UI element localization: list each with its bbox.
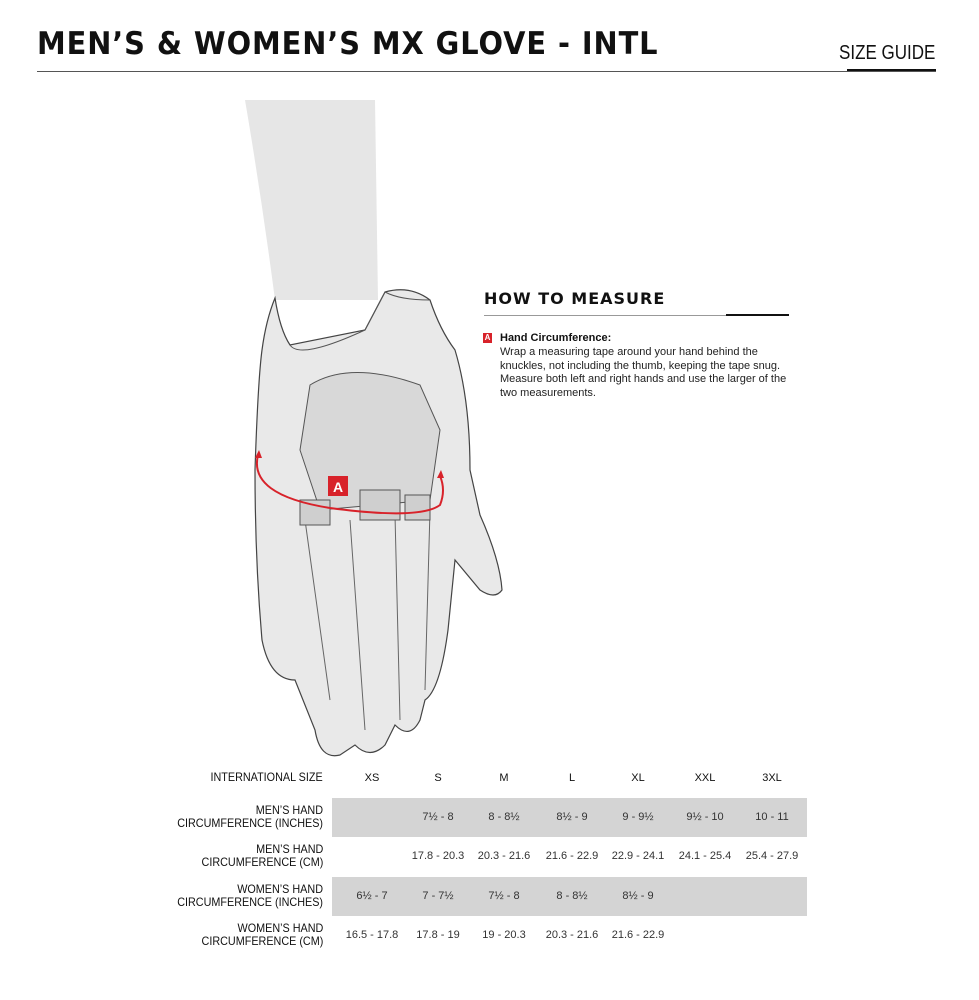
- row-label: WOMEN’S HAND CIRCUMFERENCE (INCHES): [177, 881, 323, 909]
- arm: [245, 100, 378, 300]
- table-cell: 10 - 11: [755, 811, 789, 823]
- how-to-measure-heading: HOW TO MEASURE: [484, 289, 666, 308]
- table-cell: 9½ - 10: [686, 811, 724, 823]
- how-divider: [484, 315, 789, 316]
- size-header: S: [434, 772, 442, 784]
- size-header: XS: [364, 772, 380, 784]
- size-header: XL: [631, 772, 645, 784]
- marker-a-label: A: [333, 479, 343, 495]
- page-title: MEN’S & WOMEN’S MX GLOVE - INTL: [37, 26, 659, 62]
- size-guide-label: SIZE GUIDE: [838, 42, 935, 64]
- knuckle-guard: [299, 372, 441, 511]
- table-cell: 19 - 20.3: [482, 928, 526, 941]
- table-cell: 25.4 - 27.9: [745, 850, 799, 863]
- row-label-line: MEN’S HAND: [255, 842, 323, 857]
- table-cell: 20.3 - 21.6: [545, 928, 599, 941]
- size-header: M: [499, 772, 509, 784]
- cuff: [289, 291, 431, 351]
- table-cell: 7½ - 8: [488, 889, 520, 902]
- table-cell: 22.9 - 24.1: [611, 850, 665, 863]
- measure-item-text: Wrap a measuring tape around your hand b…: [500, 346, 787, 399]
- table-cell: 9 - 9½: [622, 811, 654, 823]
- table-cell: 8 - 8½: [488, 811, 520, 823]
- table-cell: 7½ - 8: [422, 811, 454, 823]
- shaded-row: [332, 798, 807, 837]
- header-label: INTERNATIONAL SIZE: [210, 770, 323, 784]
- table-cell: 8½ - 9: [622, 889, 654, 902]
- header-divider: [37, 71, 936, 72]
- table-cell: 17.8 - 20.3: [411, 850, 465, 863]
- knuckle-pads: [299, 489, 431, 526]
- row-label-line: CIRCUMFERENCE (CM): [201, 933, 323, 948]
- size-guide-underline: [847, 69, 936, 72]
- row-label-line: CIRCUMFERENCE (INCHES): [177, 816, 323, 830]
- row-label: WOMEN’S HAND CIRCUMFERENCE (CM): [201, 920, 323, 948]
- how-underline: [726, 314, 789, 316]
- table-cell: 24.1 - 25.4: [678, 850, 732, 863]
- row-label-line: CIRCUMFERENCE (CM): [201, 855, 323, 870]
- row-label-line: WOMEN’S HAND: [237, 881, 323, 896]
- table-cell: 7 - 7½: [422, 889, 454, 902]
- size-header: XXL: [694, 772, 716, 784]
- shaded-row: [332, 876, 807, 916]
- table-cell: 8 - 8½: [556, 889, 588, 902]
- marker-a-box: [328, 476, 348, 496]
- table-cell: 21.6 - 22.9: [611, 928, 665, 941]
- finger-lines: [304, 509, 431, 731]
- table-cell: 20.3 - 21.6: [477, 850, 531, 863]
- table-cell: 17.8 - 19: [416, 928, 460, 941]
- table-cell: 21.6 - 22.9: [545, 850, 599, 863]
- table-cell: 16.5 - 17.8: [345, 928, 399, 941]
- row-label-line: CIRCUMFERENCE (INCHES): [177, 894, 323, 909]
- row-label-line: WOMEN’S HAND: [237, 920, 323, 935]
- row-label: MEN’S HAND CIRCUMFERENCE (INCHES): [177, 804, 323, 830]
- size-header: L: [568, 772, 576, 784]
- measure-badge: A: [483, 333, 492, 343]
- measuring-tape: [255, 454, 444, 515]
- table-cell: 6½ - 7: [356, 889, 388, 902]
- size-header: 3XL: [762, 772, 782, 784]
- table-cell: 8½ - 9: [556, 811, 588, 823]
- row-label: MEN’S HAND CIRCUMFERENCE (CM): [201, 843, 323, 869]
- measure-item-title: Hand Circumference:: [500, 332, 612, 344]
- row-label-line: MEN’S HAND: [255, 803, 323, 817]
- glove-outline: [254, 289, 503, 757]
